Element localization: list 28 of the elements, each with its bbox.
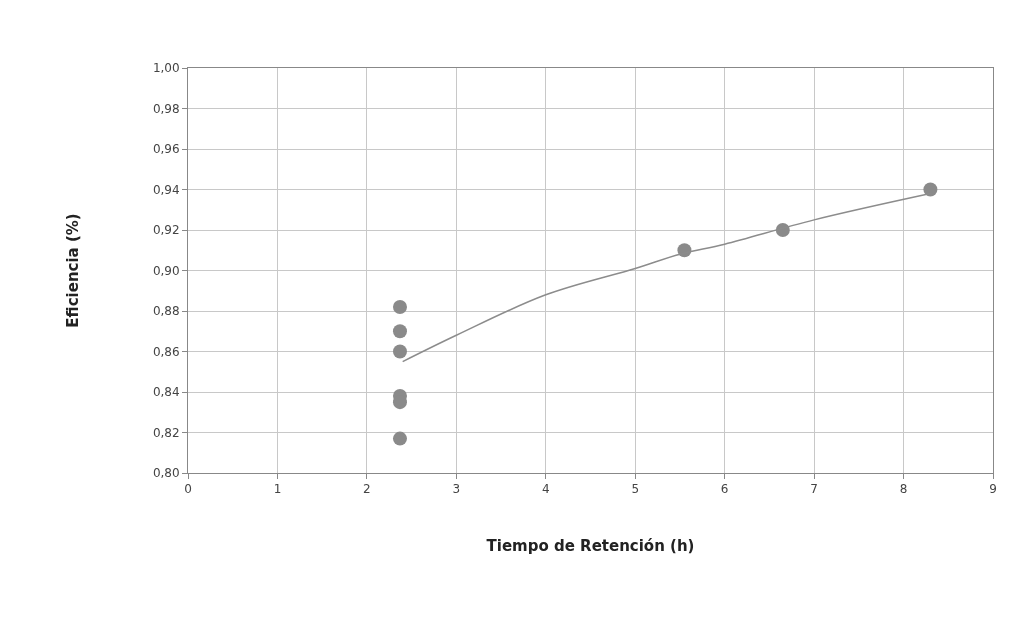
y-tick-label: 0,80 — [152, 466, 180, 481]
y-tick-label: 0,94 — [152, 182, 180, 197]
y-tick-label: 0,92 — [152, 223, 180, 238]
x-tick-label: 0 — [184, 482, 192, 497]
y-tick-label: 0,96 — [152, 142, 180, 157]
y-tick-label: 0,86 — [152, 344, 180, 359]
point — [392, 324, 407, 339]
x-tick-label: 5 — [631, 482, 640, 497]
x-tick-label: 8 — [899, 482, 908, 497]
x-axis-title: Tiempo de Retención (h) — [486, 537, 695, 556]
y-tick-label: 0,88 — [152, 304, 180, 319]
x-tick-label: 1 — [273, 482, 282, 497]
x-tick-label: 2 — [363, 482, 371, 497]
y-tick-label: 0,90 — [152, 263, 180, 278]
y-tick-label: 0,82 — [152, 425, 180, 440]
x-tick-label: 6 — [720, 482, 729, 497]
x-tick-label: 3 — [452, 482, 461, 497]
point — [392, 344, 407, 359]
point — [923, 182, 938, 197]
y-tick-label: 0,98 — [152, 101, 180, 116]
point — [392, 431, 407, 446]
point — [392, 299, 407, 314]
x-tick-label: 4 — [541, 482, 550, 497]
y-axis-title: Eficiencia (%) — [64, 213, 83, 328]
y-tick-label: 0,84 — [152, 385, 180, 400]
y-tick-label: 1,00 — [152, 61, 180, 76]
x-tick-label: 7 — [810, 482, 818, 497]
x-tick-label: 9 — [989, 482, 997, 497]
